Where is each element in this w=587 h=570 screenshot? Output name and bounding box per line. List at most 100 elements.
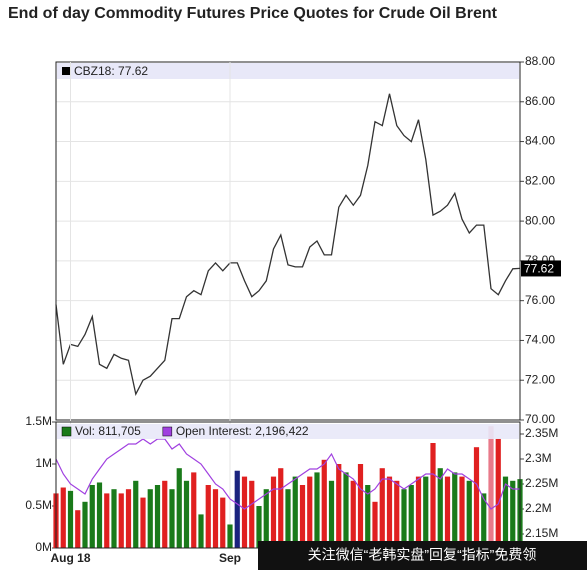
y-tick-label: 88.00 — [525, 54, 555, 68]
volume-bar — [198, 514, 204, 548]
volume-bar — [75, 510, 81, 548]
volume-bar — [162, 480, 168, 548]
volume-bar — [234, 470, 240, 548]
volume-bar — [321, 459, 327, 548]
volume-bar — [299, 485, 306, 548]
volume-bar — [502, 476, 509, 548]
volume-bar — [314, 472, 320, 548]
chart-title: End of day Commodity Futures Price Quote… — [8, 5, 498, 22]
volume-bar — [205, 485, 211, 548]
open-interest-line — [55, 438, 520, 510]
y-tick-label: 86.00 — [525, 94, 555, 108]
legend-label: CBZ18: 77.62 — [74, 64, 148, 78]
y-tick-label: 72.00 — [525, 372, 555, 386]
volume-bar — [372, 501, 378, 548]
watermark: 关注微信“老韩实盘”回复“指标”免费领 — [308, 547, 537, 563]
volume-bar — [154, 485, 161, 548]
volume-bar — [437, 468, 443, 548]
volume-bar — [328, 480, 335, 548]
legend-band — [57, 63, 519, 79]
volume-bar — [430, 443, 436, 548]
volume-bar — [394, 480, 400, 548]
volume-bar — [379, 468, 385, 548]
volume-bar — [423, 476, 429, 548]
volume-bar — [292, 476, 298, 548]
last-price-label: 77.62 — [524, 262, 554, 276]
volume-bar — [249, 480, 255, 548]
volume-bar — [357, 464, 364, 548]
y2-tick-label: 2.2M — [525, 501, 552, 515]
volume-bar — [212, 489, 219, 548]
y-tick-label: 0.5M — [25, 498, 52, 512]
volume-bar — [415, 476, 422, 548]
volume-bar — [227, 524, 233, 548]
price-line — [55, 93, 521, 397]
y-tick-label: 1.5M — [25, 414, 52, 428]
y2-tick-label: 2.15M — [525, 526, 558, 540]
plot-area — [56, 62, 520, 420]
y2-tick-label: 2.3M — [525, 451, 552, 465]
volume-bar — [365, 485, 371, 548]
y2-tick-label: 2.35M — [525, 426, 558, 440]
volume-bar — [169, 489, 175, 548]
legend-label: Open Interest: 2,196,422 — [176, 424, 309, 438]
volume-bar — [270, 476, 277, 548]
volume-bar — [147, 489, 153, 548]
volume-bar — [241, 476, 248, 548]
volume-bar — [60, 487, 66, 548]
legend-label: Vol: 811,705 — [75, 424, 141, 438]
volume-bar — [285, 489, 291, 548]
y-tick-label: 1M — [35, 456, 52, 470]
volume-bar — [111, 489, 117, 548]
volume-bar — [176, 468, 182, 548]
volume-bar — [89, 485, 95, 548]
volume-bar — [118, 493, 124, 548]
volume-bar — [82, 501, 88, 548]
legend-band — [57, 424, 519, 439]
legend-swatch — [61, 426, 72, 437]
volume-bar — [473, 447, 480, 548]
volume-bar — [495, 438, 501, 548]
legend-swatch — [162, 426, 173, 437]
volume-bar — [481, 493, 487, 548]
volume-bar — [140, 497, 146, 548]
volume-bar — [133, 480, 139, 548]
y-tick-label: 80.00 — [525, 213, 555, 227]
volume-bar — [466, 480, 472, 548]
x-tick-label: Sep — [219, 551, 241, 565]
y-tick-label: 82.00 — [525, 174, 555, 188]
volume-bar — [263, 489, 269, 548]
volume-bar — [96, 482, 103, 548]
volume-bar — [488, 426, 494, 548]
volume-bar — [386, 476, 393, 548]
volume-bar — [278, 468, 284, 548]
volume-bar — [125, 489, 132, 548]
volume-bar — [67, 490, 74, 548]
volume-bar — [452, 472, 458, 548]
volume-bar — [191, 472, 197, 548]
volume-bar — [183, 480, 190, 548]
watermark-box — [258, 541, 587, 570]
y-tick-label: 0M — [35, 540, 52, 554]
y-tick-label: 74.00 — [525, 333, 555, 347]
volume-bar — [104, 493, 110, 548]
volume-bar — [220, 497, 226, 548]
x-tick-label: Aug 18 — [50, 551, 90, 565]
volume-bar — [256, 506, 262, 548]
volume-bar — [307, 476, 313, 548]
volume-bar — [343, 472, 349, 548]
last-price-box — [521, 260, 561, 277]
volume-bar — [336, 464, 342, 548]
y-tick-label: 76.00 — [525, 293, 555, 307]
volume-bar — [350, 480, 356, 548]
volume-bar — [459, 476, 465, 548]
plot-border — [55, 61, 521, 421]
y2-tick-label: 2.25M — [525, 476, 558, 490]
legend-swatch — [62, 67, 70, 75]
y-tick-label: 70.00 — [525, 412, 555, 426]
volume-bar — [401, 489, 407, 548]
y-tick-label: 84.00 — [525, 134, 555, 148]
volume-bar — [444, 476, 451, 548]
volume-bar — [510, 480, 516, 548]
